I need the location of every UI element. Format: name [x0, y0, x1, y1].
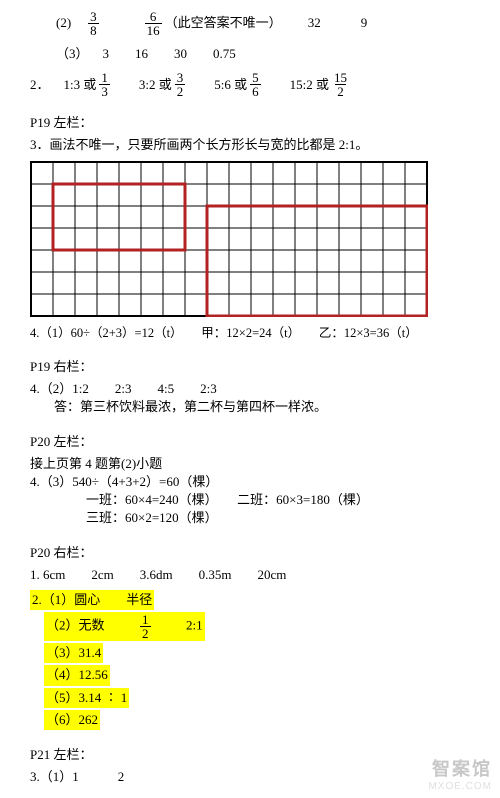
q2-1: 2.（1）圆心 半径 — [30, 590, 154, 610]
p20l-note: 接上页第 4 题第(2)小题 — [30, 455, 470, 473]
label: 2． — [30, 76, 50, 94]
p19l-q3: 3．画法不唯一，只要所画两个长方形长与宽的比都是 2:1。 — [30, 136, 470, 154]
line-2-fractions: (2) 3 8 6 16 （此空答案不唯一） 32 9 — [30, 10, 470, 37]
p19r-q4a: 4.（2）1:2 2:3 4:5 2:3 — [30, 380, 470, 398]
p19r-q4b: 答：第三杯饮料最浓，第二杯与第四杯一样浓。 — [30, 398, 470, 416]
value-9: 9 — [361, 14, 368, 32]
p21l-q3: 3.（1）1 2 — [30, 768, 470, 786]
p20r-q1: 1. 6cm 2cm 3.6dm 0.35m 20cm — [30, 566, 470, 584]
ratio-5-6: 5:6 或 56 — [214, 71, 263, 98]
q2-6: （6）262 — [44, 710, 100, 730]
fraction-6-16: 6 16 — [145, 10, 162, 37]
label: (2) — [56, 14, 71, 32]
p19-left-header: P19 左栏： — [30, 114, 470, 132]
ratio-1-3: 1:3 或 13 — [64, 71, 113, 98]
q2-5: （5）3.14 ∶ 1 — [44, 688, 129, 708]
p20l-q4b: 一班：60×4=240（棵） 二班：60×3=180（棵） — [30, 491, 470, 509]
rect-grid — [30, 161, 470, 317]
ratio-3-2: 3:2 或 32 — [139, 71, 188, 98]
grid-svg — [30, 161, 428, 317]
p20r-q2-block: 2.（1）圆心 半径 （2）无数 12 2:1 （3）31.4 （4）12.56… — [30, 590, 470, 730]
label: （3） — [56, 45, 89, 63]
p20-left-header: P20 左栏： — [30, 433, 470, 451]
p19l-q4: 4.（1）60÷（2+3）=12（t） 甲：12×2=24（t） 乙：12×3=… — [30, 325, 470, 343]
fraction-3-8: 3 8 — [88, 10, 99, 37]
q2-2: （2）无数 12 2:1 — [44, 612, 205, 641]
ratio-15-2: 15:2 或 152 — [290, 71, 352, 98]
q2-4: （4）12.56 — [44, 665, 110, 685]
line-ratios: 2． 1:3 或 13 3:2 或 32 5:6 或 56 15:2 或 152 — [30, 71, 470, 98]
p20-right-header: P20 右栏： — [30, 544, 470, 562]
note: （此空答案不唯一） — [165, 14, 282, 32]
p19-right-header: P19 右栏： — [30, 358, 470, 376]
p21-left-header: P21 左栏： — [30, 746, 470, 764]
p20l-q4a: 4.（3）540÷（4+3+2）=60（棵） — [30, 473, 470, 491]
p20l-q4c: 三班：60×2=120（棵） — [30, 509, 470, 527]
value-32: 32 — [308, 14, 321, 32]
line-3-values: （3） 3 16 30 0.75 — [30, 45, 470, 63]
q2-3: （3）31.4 — [44, 643, 103, 663]
